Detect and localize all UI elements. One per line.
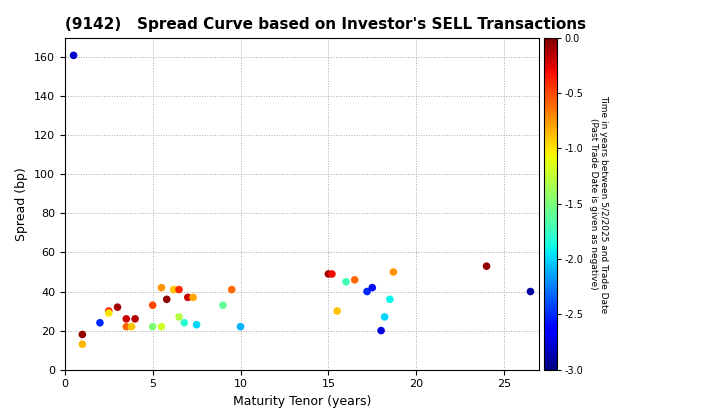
Point: [147, 323, 158, 330]
Point: [340, 278, 351, 285]
Text: (9142)   Spread Curve based on Investor's SELL Transactions: (9142) Spread Curve based on Investor's …: [65, 18, 586, 32]
Point: [179, 319, 190, 326]
Point: [525, 288, 536, 295]
Point: [481, 263, 492, 270]
Point: [130, 315, 141, 322]
X-axis label: Maturity Tenor (years): Maturity Tenor (years): [233, 395, 372, 408]
Point: [76, 331, 88, 338]
Point: [68, 52, 79, 59]
Point: [326, 270, 338, 277]
Point: [182, 294, 194, 301]
Point: [103, 308, 114, 315]
Point: [103, 310, 114, 316]
Point: [126, 323, 138, 330]
Point: [384, 296, 396, 303]
Point: [331, 308, 343, 315]
Point: [174, 286, 185, 293]
Point: [217, 302, 229, 309]
Point: [161, 296, 173, 303]
Point: [147, 302, 158, 309]
Point: [366, 284, 378, 291]
Point: [387, 269, 399, 276]
Y-axis label: Time in years between 5/2/2025 and Trade Date
(Past Trade Date is given as negat: Time in years between 5/2/2025 and Trade…: [589, 94, 608, 313]
Point: [120, 315, 132, 322]
Point: [349, 276, 361, 283]
Point: [361, 288, 373, 295]
Point: [168, 286, 179, 293]
Point: [226, 286, 238, 293]
Y-axis label: Spread (bp): Spread (bp): [15, 167, 28, 241]
Point: [156, 323, 167, 330]
Point: [120, 323, 132, 330]
Point: [156, 284, 167, 291]
Point: [174, 314, 185, 320]
Point: [112, 304, 123, 310]
Point: [235, 323, 246, 330]
Point: [187, 294, 199, 301]
Point: [76, 341, 88, 348]
Point: [375, 327, 387, 334]
Point: [379, 314, 390, 320]
Point: [94, 319, 106, 326]
Point: [323, 270, 334, 277]
Point: [191, 321, 202, 328]
